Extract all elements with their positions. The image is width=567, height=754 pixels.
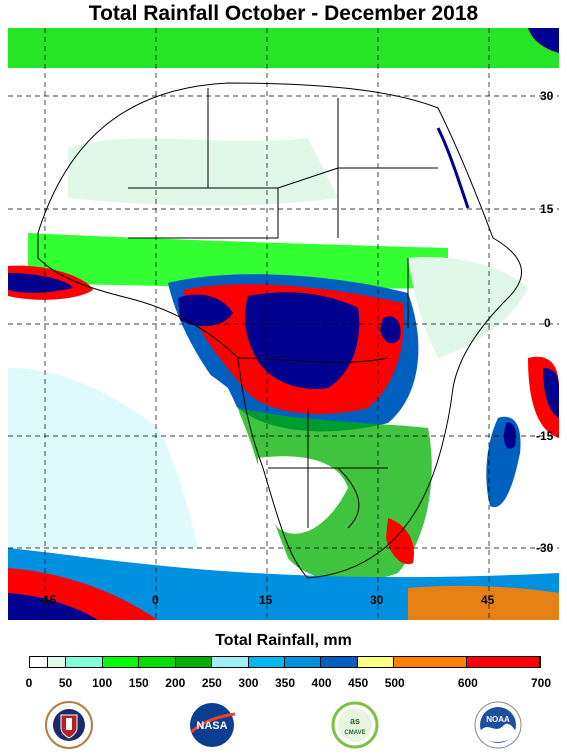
sahel-band bbox=[28, 233, 448, 289]
color-scale-bar bbox=[29, 656, 541, 668]
color-scale-segment bbox=[212, 657, 249, 667]
lon-label-0: 0 bbox=[152, 593, 159, 607]
svg-text:NASA: NASA bbox=[196, 720, 227, 732]
indian-ocean-core bbox=[543, 368, 559, 418]
color-scale-segment bbox=[394, 657, 468, 667]
color-scale-tick-label: 350 bbox=[274, 676, 296, 690]
color-scale-segment bbox=[248, 657, 285, 667]
color-scale-segment bbox=[467, 657, 540, 667]
agulhas-red bbox=[386, 518, 414, 565]
color-scale-ticks: 0 50 100 150 200 250 300 350 400 450 500 600 700 bbox=[0, 676, 567, 692]
color-scale-tick-label: 50 bbox=[58, 676, 73, 690]
color-scale-tick-label: 200 bbox=[165, 676, 186, 690]
color-scale-segment bbox=[139, 657, 176, 667]
usda-cmave-logo-icon: as CMAVE bbox=[331, 701, 379, 749]
west-atlantic-core bbox=[8, 273, 73, 293]
lat-label-minus15: -15 bbox=[536, 429, 554, 443]
rainfall-map: 30 15 0 -15 -30 -15 0 15 30 45 bbox=[8, 28, 559, 620]
south-atlantic-light bbox=[8, 368, 198, 548]
color-scale-tick-label: 400 bbox=[311, 676, 332, 690]
south-atlantic-dry bbox=[8, 326, 278, 588]
lat-label-30: 30 bbox=[540, 89, 554, 103]
color-scale-tick-label: 0 bbox=[25, 676, 33, 690]
dha-seal-icon bbox=[45, 701, 93, 749]
lat-label-15: 15 bbox=[540, 202, 554, 216]
color-scale-tick-label: 500 bbox=[384, 676, 405, 690]
red-sea-rain bbox=[436, 127, 470, 209]
southeast-ocean-red bbox=[408, 585, 559, 620]
color-scale-segment bbox=[175, 657, 213, 667]
agency-logos: NASA as CMAVE NOAA bbox=[0, 700, 567, 750]
madagascar-core bbox=[503, 422, 516, 449]
country-borders bbox=[37, 82, 522, 579]
legend-title: Total Rainfall, mm bbox=[215, 632, 352, 649]
north-band bbox=[8, 28, 559, 68]
color-scale-tick-label: 150 bbox=[128, 676, 149, 690]
lat-label-minus30: -30 bbox=[536, 541, 554, 555]
lon-label-15: 15 bbox=[259, 593, 273, 607]
east-africa-region bbox=[408, 257, 528, 358]
page-title: Total Rainfall October - December 2018 bbox=[88, 2, 479, 25]
color-scale-segment bbox=[357, 657, 395, 667]
color-scale-segment bbox=[284, 657, 322, 667]
color-scale-segment bbox=[102, 657, 140, 667]
lon-label-45: 45 bbox=[481, 593, 495, 607]
congo-core bbox=[244, 292, 360, 390]
svg-text:NOAA: NOAA bbox=[486, 715, 510, 724]
lon-label-30: 30 bbox=[370, 593, 384, 607]
color-scale-segment bbox=[66, 657, 103, 667]
color-scale-tick-label: 450 bbox=[348, 676, 369, 690]
color-scale-segment bbox=[48, 657, 67, 667]
sahara-light-patches bbox=[68, 138, 338, 206]
northeast-core bbox=[528, 28, 559, 53]
color-scale-segment bbox=[321, 657, 358, 667]
lon-label-minus15: -15 bbox=[39, 593, 57, 607]
color-scale-segment bbox=[30, 657, 49, 667]
lat-lon-grid bbox=[8, 28, 559, 620]
svg-text:CMAVE: CMAVE bbox=[344, 730, 365, 736]
noaa-logo-icon: NOAA bbox=[474, 701, 522, 749]
svg-text:as: as bbox=[350, 716, 360, 726]
kalahari-dry bbox=[258, 456, 348, 534]
color-scale-tick-label: 100 bbox=[92, 676, 113, 690]
lat-label-0: 0 bbox=[544, 316, 551, 330]
longitude-labels: -15 0 15 30 45 bbox=[39, 593, 495, 607]
nasa-logo-icon: NASA bbox=[190, 703, 236, 747]
color-scale-tick-label: 250 bbox=[201, 676, 222, 690]
lake-core bbox=[380, 316, 401, 344]
gabon-core bbox=[178, 294, 233, 327]
southern-ocean-core bbox=[8, 593, 98, 620]
color-scale-tick-label: 600 bbox=[457, 676, 478, 690]
color-scale-tick-label: 300 bbox=[238, 676, 259, 690]
color-scale-tick-label: 700 bbox=[530, 676, 552, 690]
latitude-labels: 30 15 0 -15 -30 bbox=[536, 89, 554, 555]
